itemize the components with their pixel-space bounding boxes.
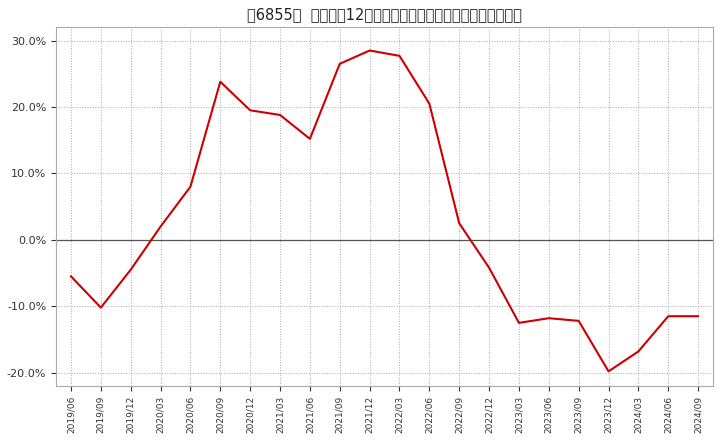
Title: ［6855］  売上高の12か月移動合計の対前年同期増減率の推移: ［6855］ 売上高の12か月移動合計の対前年同期増減率の推移: [247, 7, 522, 22]
